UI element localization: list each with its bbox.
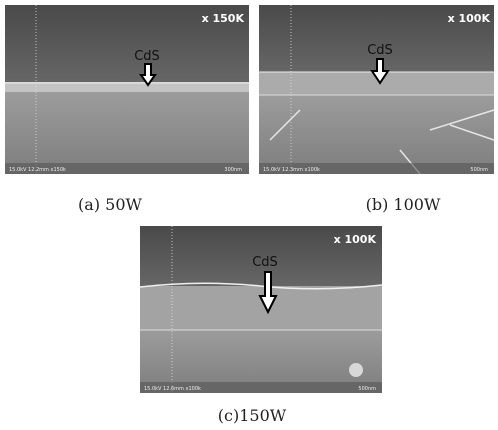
sem-panel: x 100K CdS 15.0kV 12.6mm x100k 500nm (c)… bbox=[140, 226, 382, 425]
caption: (b) 100W bbox=[366, 195, 441, 214]
scale-bar: 500nm bbox=[470, 167, 488, 173]
magnification: x 100K bbox=[334, 233, 377, 246]
caption: (c)150W bbox=[218, 406, 287, 425]
layer-label: CdS bbox=[367, 43, 393, 58]
sem-info: 15.0kV 12.6mm x100k bbox=[144, 386, 201, 392]
figure: x 150K CdS 15.0kV 12.2mm x150k 300nm (a)… bbox=[0, 0, 498, 430]
layer-label: CdS bbox=[134, 49, 160, 64]
layer-label: CdS bbox=[252, 255, 278, 270]
sem-panel: x 100K CdS 15.0kV 12.3mm x100k 500nm (b)… bbox=[259, 5, 494, 214]
sem-panel: x 150K CdS 15.0kV 12.2mm x150k 300nm (a)… bbox=[5, 5, 249, 214]
magnification: x 150K bbox=[202, 12, 245, 25]
scale-bar: 500nm bbox=[358, 386, 376, 392]
scale-bar: 300nm bbox=[224, 167, 242, 173]
sem-info: 15.0kV 12.3mm x100k bbox=[263, 167, 320, 173]
magnification: x 100K bbox=[448, 12, 491, 25]
caption: (a) 50W bbox=[78, 195, 142, 214]
sem-info: 15.0kV 12.2mm x150k bbox=[9, 167, 66, 173]
